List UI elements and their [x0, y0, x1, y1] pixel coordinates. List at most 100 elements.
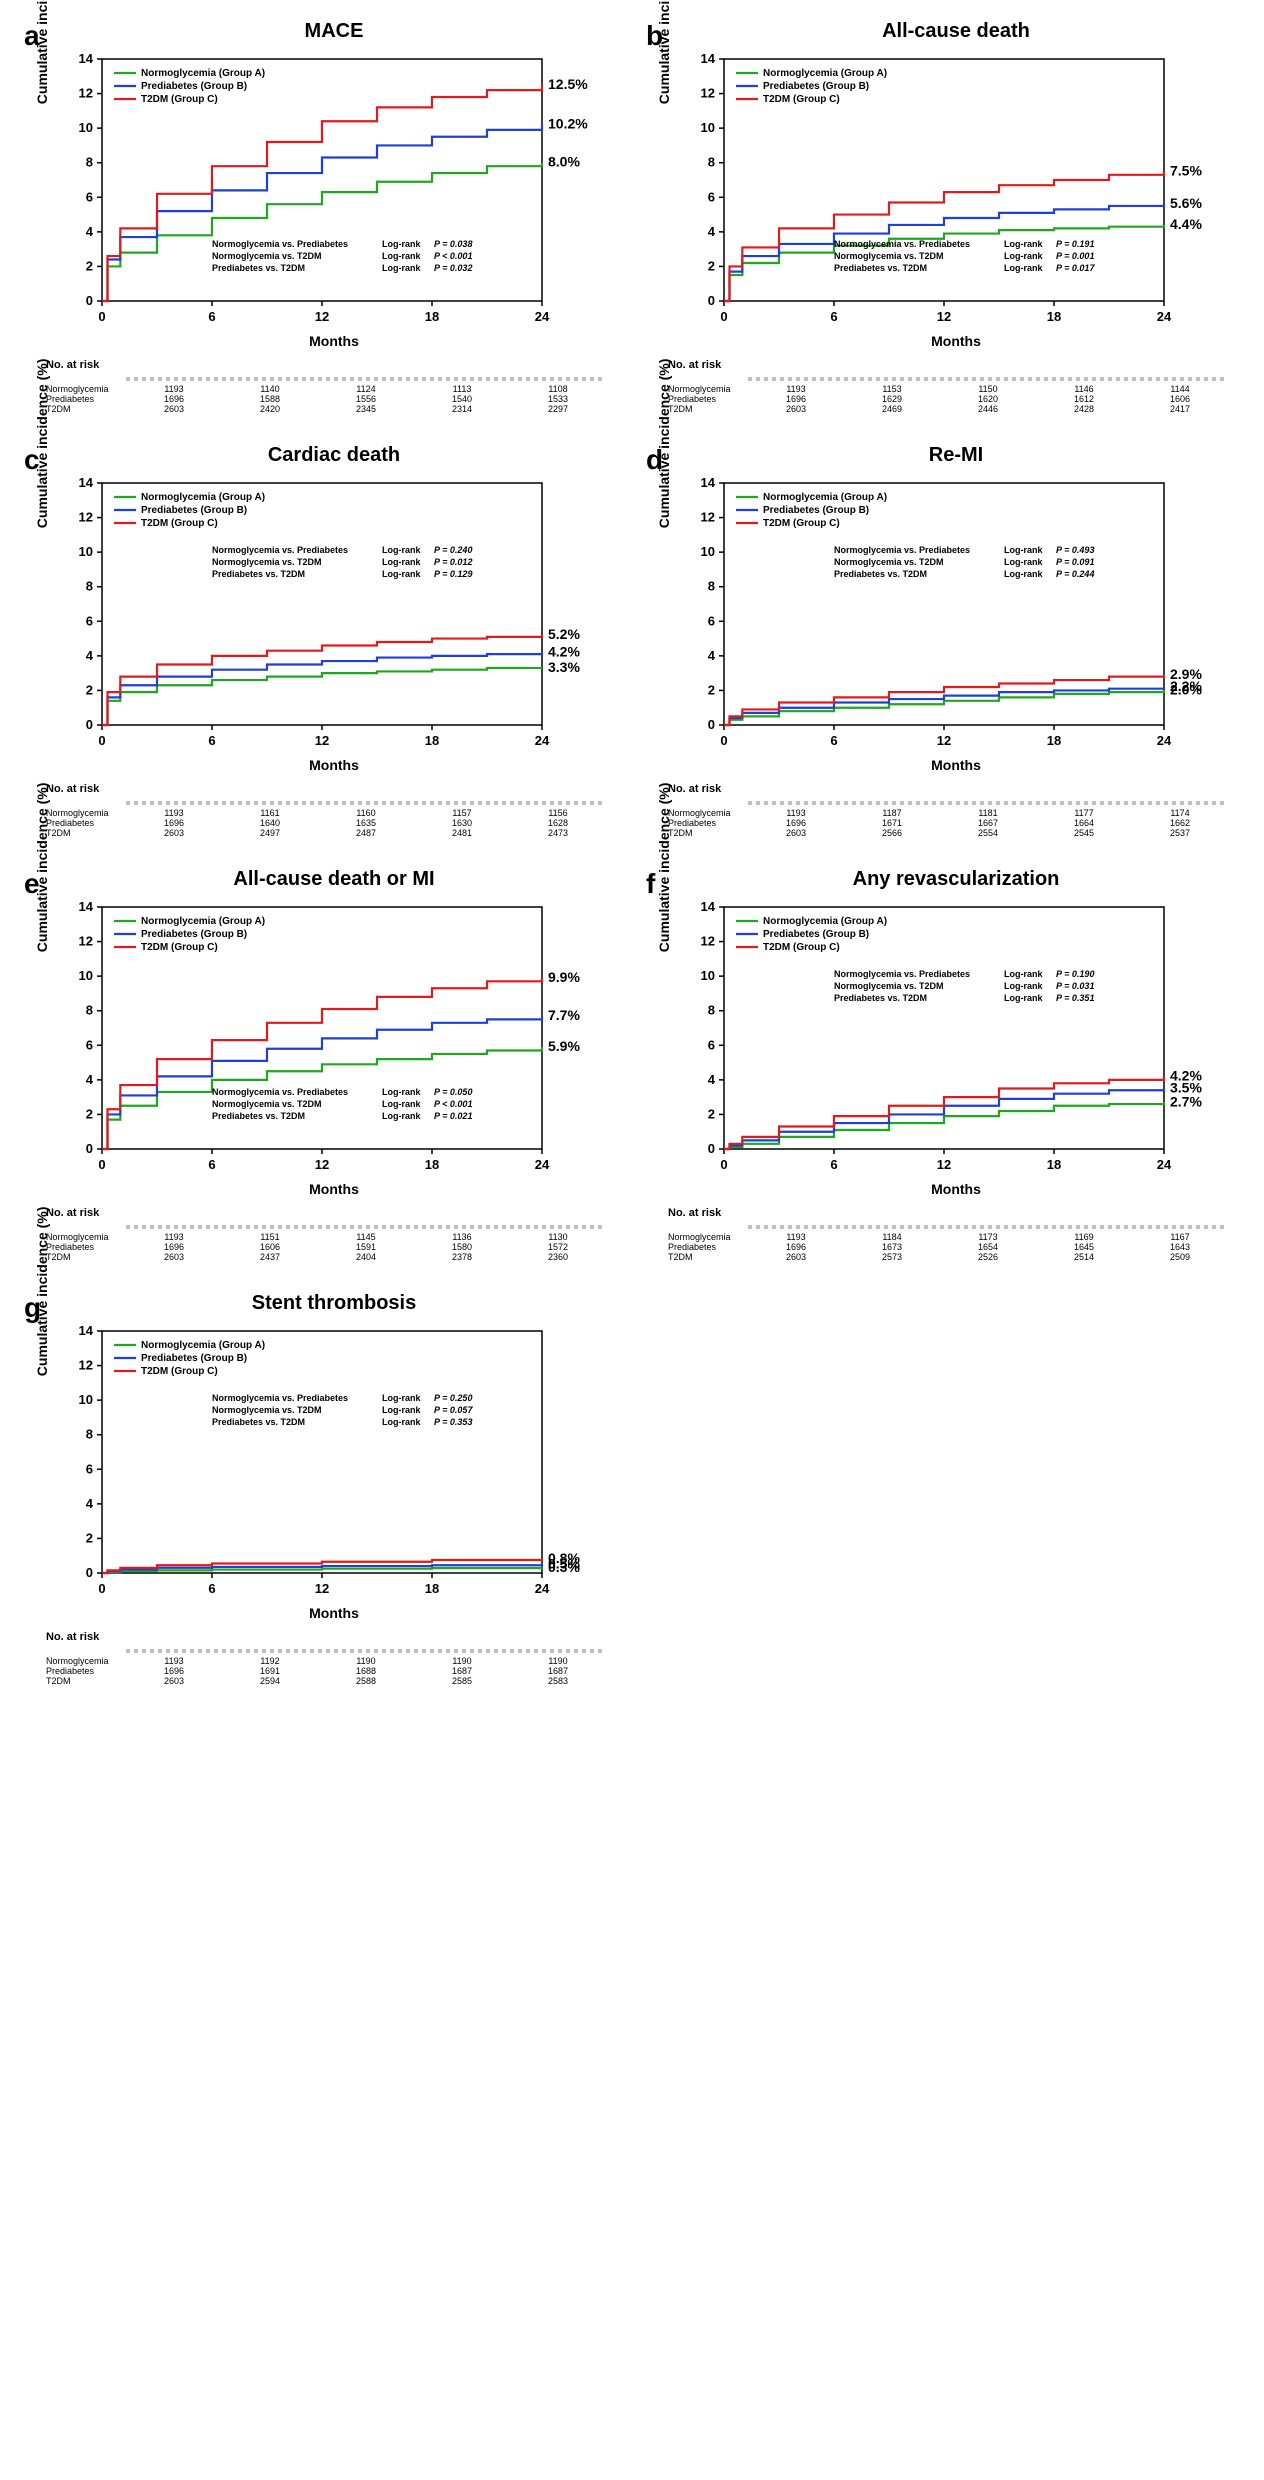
- risk-cell: 1193: [126, 1232, 222, 1242]
- risk-row: T2DM26032437240423782360: [46, 1252, 622, 1262]
- x-tick-label: 0: [720, 1157, 727, 1172]
- y-tick-label: 10: [79, 120, 93, 135]
- y-axis-label: Cumulative incidence (%): [656, 0, 672, 104]
- risk-row: T2DM26032469244624282417: [668, 404, 1244, 414]
- chart-svg: 02468101214061218244.2%3.5%2.7%Normoglyc…: [668, 897, 1228, 1177]
- stat-row-prefix: Log-rank: [382, 1099, 421, 1109]
- y-axis-label: Cumulative incidence (%): [34, 359, 50, 529]
- stat-row-prefix: Log-rank: [1004, 969, 1043, 979]
- risk-cell: 1193: [126, 1656, 222, 1666]
- risk-cell: 1687: [510, 1666, 606, 1676]
- x-tick-label: 18: [425, 733, 439, 748]
- risk-cell: 2417: [1132, 404, 1228, 414]
- risk-cell: 2603: [748, 404, 844, 414]
- legend-label: Prediabetes (Group B): [763, 505, 869, 516]
- risk-cell: 2603: [126, 1676, 222, 1686]
- x-tick-label: 12: [315, 309, 329, 324]
- legend-label: Normoglycemia (Group A): [141, 68, 265, 79]
- y-tick-label: 12: [701, 86, 715, 101]
- end-label-b: 5.6%: [1170, 195, 1202, 211]
- risk-cell: 2537: [1132, 828, 1228, 838]
- y-tick-label: 2: [86, 1530, 93, 1545]
- y-tick-label: 0: [86, 1565, 93, 1580]
- stat-row-prefix: Log-rank: [1004, 569, 1043, 579]
- y-tick-label: 10: [79, 968, 93, 983]
- x-tick-label: 0: [98, 733, 105, 748]
- y-tick-label: 10: [701, 120, 715, 135]
- risk-row-label: Prediabetes: [46, 394, 126, 404]
- stat-row-prefix: Log-rank: [382, 545, 421, 555]
- series-group-a: [102, 1047, 542, 1149]
- y-tick-label: 14: [79, 475, 94, 490]
- risk-row-label: Prediabetes: [668, 394, 748, 404]
- panel-d: dRe-MICumulative incidence (%)0246810121…: [642, 444, 1244, 838]
- risk-cell: 2588: [318, 1676, 414, 1686]
- risk-cell: 1124: [318, 384, 414, 394]
- x-axis-label: Months: [46, 757, 622, 773]
- end-label-a: 4.4%: [1170, 216, 1202, 232]
- stat-row-prefix: Log-rank: [382, 569, 421, 579]
- legend-label: T2DM (Group C): [141, 94, 218, 105]
- stat-row-label: Normoglycemia vs. T2DM: [834, 981, 944, 991]
- x-axis-label: Months: [46, 1605, 622, 1621]
- risk-cell: 2603: [748, 828, 844, 838]
- legend-label: Prediabetes (Group B): [763, 81, 869, 92]
- y-axis-label: Cumulative incidence (%): [34, 783, 50, 953]
- stat-row-prefix: Log-rank: [382, 1417, 421, 1427]
- end-label-a: 3.3%: [548, 659, 580, 675]
- risk-row-label: Prediabetes: [46, 1666, 126, 1676]
- risk-cell: 1696: [748, 818, 844, 828]
- panel-a: aMACECumulative incidence (%)02468101214…: [20, 20, 622, 414]
- risk-cell: 2345: [318, 404, 414, 414]
- risk-cell: 2603: [126, 828, 222, 838]
- risk-row-label: Normoglycemia: [46, 808, 126, 818]
- y-tick-label: 8: [86, 1427, 93, 1442]
- risk-row-label: T2DM: [668, 404, 748, 414]
- risk-cell: 1696: [126, 394, 222, 404]
- x-tick-label: 18: [425, 1581, 439, 1596]
- stats-block: Normoglycemia vs. PrediabetesLog-rankP =…: [834, 545, 1094, 579]
- panel-b: bAll-cause deathCumulative incidence (%)…: [642, 20, 1244, 414]
- stat-row-label: Normoglycemia vs. Prediabetes: [834, 969, 970, 979]
- x-tick-label: 6: [830, 733, 837, 748]
- x-tick-label: 24: [535, 1581, 550, 1596]
- risk-cell: 1156: [510, 808, 606, 818]
- stat-row-label: Prediabetes vs. T2DM: [834, 569, 927, 579]
- y-tick-label: 8: [708, 1003, 715, 1018]
- x-axis-label: Months: [668, 333, 1244, 349]
- risk-cell: 1190: [510, 1656, 606, 1666]
- stat-row-prefix: Log-rank: [1004, 557, 1043, 567]
- legend-label: Prediabetes (Group B): [141, 81, 247, 92]
- stat-row-label: Prediabetes vs. T2DM: [834, 263, 927, 273]
- risk-cell: 1145: [318, 1232, 414, 1242]
- legend: Normoglycemia (Group A)Prediabetes (Grou…: [114, 1340, 265, 1377]
- risk-cell: 1667: [940, 818, 1036, 828]
- chart-title: All-cause death or MI: [46, 868, 622, 891]
- risk-row: T2DM26032420234523142297: [46, 404, 622, 414]
- risk-table: No. at riskNormoglycemia1193115311501146…: [668, 359, 1244, 414]
- risk-cell: 1193: [748, 808, 844, 818]
- y-axis-label: Cumulative incidence (%): [34, 1207, 50, 1377]
- risk-cell: 1181: [940, 808, 1036, 818]
- end-label-c: 12.5%: [548, 76, 588, 92]
- stat-row-value: P = 0.351: [1056, 993, 1094, 1003]
- risk-cell: 1140: [222, 384, 318, 394]
- series-group-b: [102, 1016, 542, 1149]
- panel-c: cCardiac deathCumulative incidence (%)02…: [20, 444, 622, 838]
- stat-row-value: P = 0.250: [434, 1393, 472, 1403]
- stat-row-value: P = 0.017: [1056, 263, 1095, 273]
- stat-row-label: Normoglycemia vs. Prediabetes: [834, 545, 970, 555]
- y-tick-label: 2: [86, 1106, 93, 1121]
- risk-cell: 2573: [844, 1252, 940, 1262]
- x-tick-label: 6: [208, 733, 215, 748]
- legend: Normoglycemia (Group A)Prediabetes (Grou…: [736, 916, 887, 953]
- risk-row: Prediabetes16961673165416451643: [668, 1242, 1244, 1252]
- end-label-c: 9.9%: [548, 969, 580, 985]
- chart-title: All-cause death: [668, 20, 1244, 43]
- y-tick-label: 6: [86, 189, 93, 204]
- risk-cell: 1130: [510, 1232, 606, 1242]
- stat-row-value: P < 0.001: [434, 251, 472, 261]
- y-tick-label: 6: [86, 1037, 93, 1052]
- risk-cell: 2554: [940, 828, 1036, 838]
- stat-row-value: P = 0.012: [434, 557, 472, 567]
